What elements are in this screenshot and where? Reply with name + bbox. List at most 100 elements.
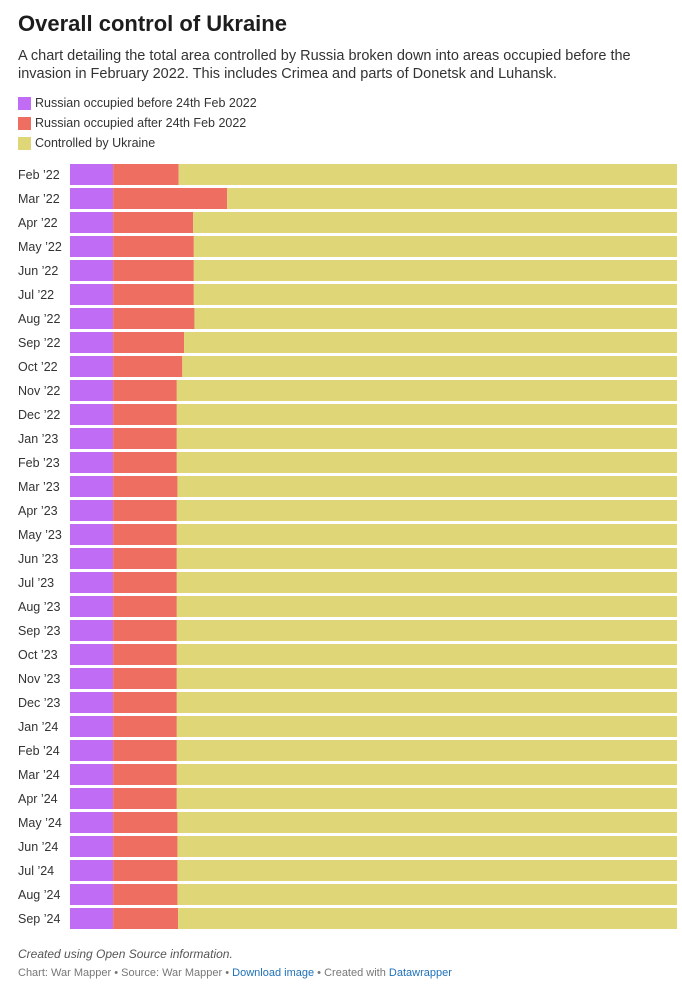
bar-segment-series-1: [113, 452, 177, 473]
bar-segment-series-0: [70, 356, 114, 377]
bar-segment-series-0: [70, 812, 114, 833]
y-tick-label: Sep ’23: [18, 624, 60, 638]
bar-segment-series-0: [70, 788, 114, 809]
bar-segment-series-1: [113, 572, 177, 593]
bar-segment-series-1: [113, 548, 177, 569]
bar-segment-series-0: [70, 644, 114, 665]
bar-segment-series-0: [70, 596, 114, 617]
bar-segment-series-0: [70, 572, 114, 593]
y-tick-label: Aug ’23: [18, 600, 60, 614]
bar-segment-series-2: [176, 668, 677, 689]
bar-segment-series-2: [178, 908, 678, 929]
bar-segment-series-2: [227, 188, 677, 209]
bar-segment-series-2: [182, 356, 678, 377]
bar-segment-series-0: [70, 668, 114, 689]
bar-segment-series-0: [70, 260, 114, 281]
bar-segment-series-2: [177, 476, 677, 497]
y-tick-label: May ’23: [18, 528, 62, 542]
bar-segment-series-0: [70, 452, 114, 473]
bar-segment-series-1: [113, 260, 194, 281]
bar-segment-series-1: [113, 740, 177, 761]
bar-segment-series-1: [113, 644, 177, 665]
bar-segment-series-2: [176, 572, 677, 593]
bar-segment-series-2: [193, 260, 677, 281]
bar-segment-series-1: [113, 596, 177, 617]
bar-segment-series-1: [113, 164, 179, 185]
y-tick-label: Jun ’22: [18, 264, 58, 278]
bar-segment-series-0: [70, 884, 114, 905]
bar-segment-series-1: [113, 428, 177, 449]
legend-label: Russian occupied before 24th Feb 2022: [35, 96, 257, 110]
bar-segment-series-2: [176, 404, 677, 425]
bar-segment-series-1: [113, 524, 177, 545]
y-tick-label: May ’22: [18, 240, 62, 254]
bar-segment-series-2: [177, 860, 677, 881]
bar-segment-series-0: [70, 284, 114, 305]
bar-segment-series-0: [70, 764, 114, 785]
y-tick-label: Nov ’22: [18, 384, 60, 398]
bar-segment-series-1: [113, 404, 177, 425]
bar-segment-series-2: [193, 284, 677, 305]
bar-segment-series-0: [70, 212, 114, 233]
bar-segment-series-1: [113, 188, 228, 209]
bar-segment-series-0: [70, 188, 114, 209]
y-tick-label: Feb ’24: [18, 744, 60, 758]
bar-segment-series-0: [70, 380, 114, 401]
legend-label: Russian occupied after 24th Feb 2022: [35, 116, 247, 130]
bar-segment-series-2: [176, 644, 677, 665]
bar-segment-series-0: [70, 620, 114, 641]
bar-segment-series-2: [176, 596, 677, 617]
bar-segment-series-1: [113, 716, 177, 737]
legend-swatch: [18, 96, 31, 110]
bar-segment-series-2: [177, 884, 677, 905]
bar-segment-series-0: [70, 308, 114, 329]
datawrapper-link[interactable]: Datawrapper: [388, 967, 452, 979]
footer-separator: •: [114, 967, 119, 979]
bar-segment-series-1: [113, 212, 194, 233]
bar-segment-series-0: [70, 548, 114, 569]
y-tick-label: Feb ’23: [18, 456, 60, 470]
y-tick-label: Dec ’22: [18, 408, 60, 422]
bar-segment-series-1: [113, 500, 177, 521]
bar-segment-series-2: [193, 236, 677, 257]
bar-segment-series-0: [70, 836, 114, 857]
bar-segment-series-0: [70, 524, 114, 545]
chart-subtitle: A chart detailing the total area control…: [18, 48, 631, 82]
bar-segment-series-0: [70, 908, 114, 929]
bar-segment-series-1: [113, 836, 178, 857]
bar-segment-series-0: [70, 500, 114, 521]
chart-title: Overall control of Ukraine: [18, 11, 287, 36]
bar-segment-series-2: [176, 740, 677, 761]
legend-swatch: [18, 116, 31, 130]
y-tick-label: Nov ’23: [18, 672, 60, 686]
bar-segment-series-2: [193, 212, 677, 233]
y-tick-label: Jul ’24: [18, 864, 54, 878]
bar-segment-series-1: [113, 860, 178, 881]
bar-segment-series-2: [176, 716, 677, 737]
bar-segment-series-0: [70, 740, 114, 761]
y-tick-label: Mar ’22: [18, 192, 60, 206]
y-tick-label: Sep ’22: [18, 336, 60, 350]
bar-segment-series-2: [176, 788, 677, 809]
bar-segment-series-2: [176, 692, 677, 713]
y-tick-label: Sep ’24: [18, 912, 60, 926]
footer-created-with: Created with: [324, 967, 386, 979]
bar-segment-series-2: [176, 452, 677, 473]
bar-segment-series-0: [70, 476, 114, 497]
bar-segment-series-1: [113, 308, 195, 329]
y-tick-label: Jan ’23: [18, 432, 58, 446]
bar-segment-series-2: [176, 524, 677, 545]
bar-segment-series-0: [70, 164, 114, 185]
bar-segment-series-2: [177, 812, 677, 833]
chart-footer: Chart: War Mapper • Source: War Mapper •…: [18, 967, 452, 979]
y-tick-label: Aug ’24: [18, 888, 60, 902]
bar-segment-series-2: [184, 332, 677, 353]
download-image-link[interactable]: Download image: [232, 967, 315, 979]
y-tick-label: Apr ’24: [18, 792, 58, 806]
bar-segment-series-1: [113, 236, 194, 257]
bar-segment-series-2: [176, 380, 677, 401]
bar-segment-series-1: [113, 908, 179, 929]
bar-segment-series-1: [113, 356, 183, 377]
y-tick-label: May ’24: [18, 816, 62, 830]
bar-segment-series-2: [176, 620, 677, 641]
